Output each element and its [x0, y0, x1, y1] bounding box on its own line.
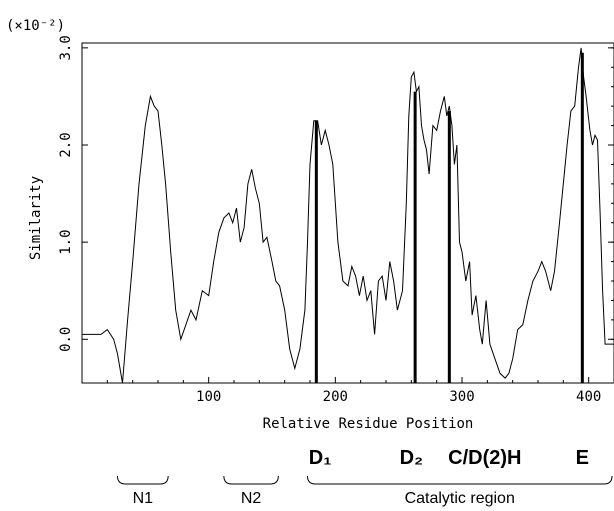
region-bracket: [116, 475, 169, 485]
marker-label: E: [576, 447, 589, 469]
region-label: Catalytic region: [405, 490, 515, 507]
y-scale-label: (×10⁻²): [6, 18, 65, 34]
active-site-markers: [314, 52, 584, 383]
x-tick-label: 200: [323, 389, 348, 405]
region-bracket: [306, 475, 613, 485]
region-brackets: N1 N2 Catalytic region: [116, 475, 613, 507]
y-tick-label: 1.0: [58, 229, 74, 254]
x-axis-ticks: 100 200 300 400: [106, 377, 601, 405]
x-tick-label: 400: [576, 389, 601, 405]
marker-labels: D₁ D₂ C/D(2)H E: [309, 447, 589, 469]
y-tick-label: 3.0: [58, 35, 74, 60]
region-bracket: [223, 475, 279, 485]
region-label: N2: [241, 490, 262, 507]
region-label: N1: [133, 490, 154, 507]
marker-label: C/D(2)H: [448, 447, 521, 469]
y-tick-label: 2.0: [58, 132, 74, 157]
marker-label: D₂: [400, 447, 423, 469]
x-tick-label: 300: [449, 389, 474, 405]
plot-frame: [81, 42, 614, 384]
y-axis-ticks: 0.0 1.0 2.0 3.0: [58, 35, 614, 352]
x-tick-label: 100: [196, 389, 221, 405]
marker-label: D₁: [309, 447, 332, 469]
y-axis-label: Similarity: [28, 176, 44, 260]
similarity-series-line: [82, 47, 614, 384]
y-tick-label: 0.0: [58, 327, 74, 352]
x-axis-label: Relative Residue Position: [263, 416, 474, 432]
